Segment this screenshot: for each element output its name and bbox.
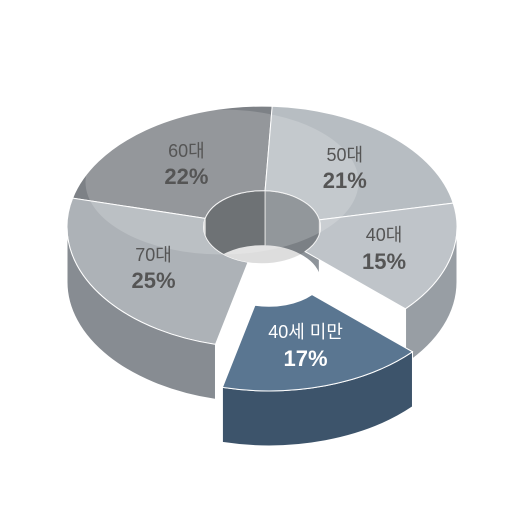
donut-chart-3d: 50대21%40대15%40세 미만17%70대25%60대22%	[22, 42, 502, 482]
